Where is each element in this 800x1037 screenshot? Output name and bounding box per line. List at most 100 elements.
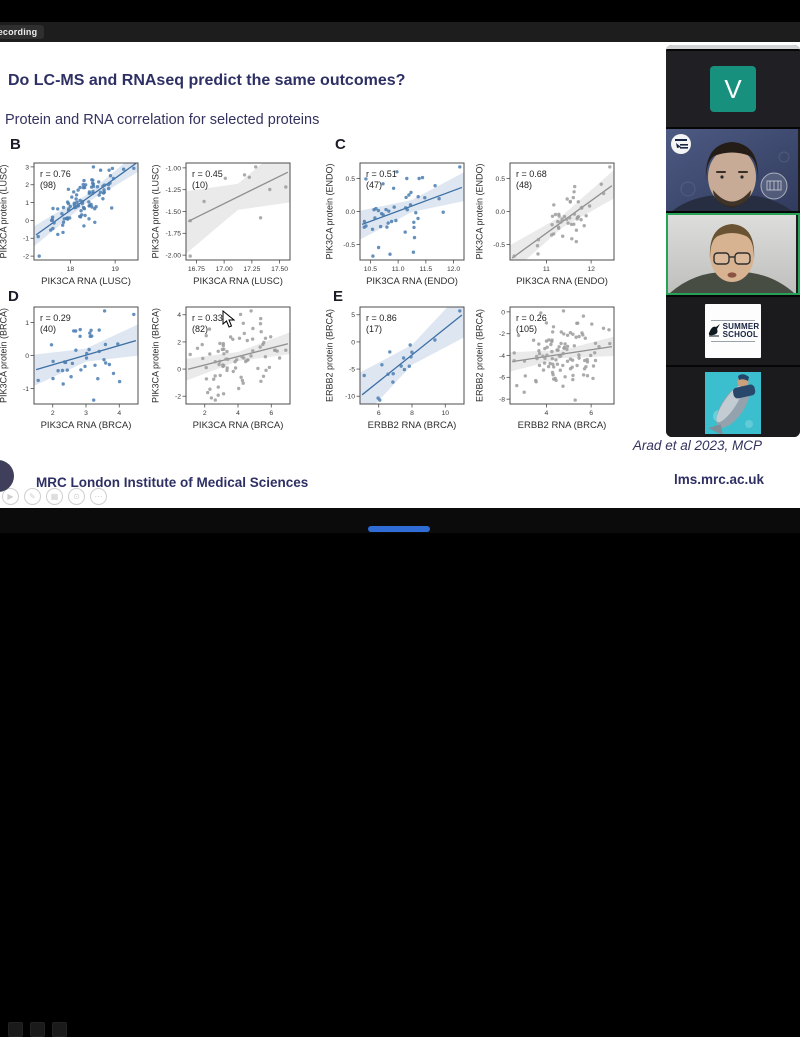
svg-text:-1.50: -1.50 (166, 209, 182, 216)
participant-tile-fish-photo[interactable] (666, 367, 800, 437)
taskbar-active-indicator[interactable] (368, 526, 430, 532)
svg-text:-0.5: -0.5 (493, 242, 505, 249)
svg-text:(40): (40) (40, 324, 56, 334)
scatter-plot-d-lcms: r = 0.29 (40) 2 3 4 1 0 -1 PIK3CA RNA (B… (0, 302, 146, 434)
svg-text:12: 12 (587, 266, 595, 273)
svg-text:17.25: 17.25 (243, 266, 260, 273)
panel-label-e: E (333, 288, 344, 305)
presenter-controls: ▶ ✎ ▦ ⊙ ⋯ (2, 488, 107, 505)
panel-label-b: B (10, 136, 21, 153)
svg-text:PIK3CA protein (LUSC): PIK3CA protein (LUSC) (0, 164, 9, 258)
svg-text:ERBB2 RNA (BRCA): ERBB2 RNA (BRCA) (518, 420, 607, 431)
svg-text:0: 0 (25, 353, 29, 360)
svg-text:r = 0.68: r = 0.68 (516, 169, 547, 179)
participant-tile-summer-school-logo[interactable]: SUMMER SCHOOL (666, 297, 800, 365)
svg-text:0: 0 (25, 218, 29, 225)
recording-indicator: Recording (0, 25, 45, 39)
svg-text:(98): (98) (40, 180, 56, 190)
slide-grid-icon[interactable]: ▦ (46, 488, 63, 505)
participant-video-frame (666, 129, 798, 211)
svg-text:6: 6 (269, 410, 273, 417)
svg-text:PIK3CA RNA (ENDO): PIK3CA RNA (ENDO) (516, 276, 608, 287)
svg-text:r = 0.51: r = 0.51 (366, 169, 397, 179)
svg-text:2: 2 (25, 182, 29, 189)
svg-text:2: 2 (51, 410, 55, 417)
recording-toolbar: Recording (0, 22, 800, 43)
svg-text:PIK3CA RNA (BRCA): PIK3CA RNA (BRCA) (41, 420, 132, 431)
svg-text:PIK3CA RNA (BRCA): PIK3CA RNA (BRCA) (193, 420, 284, 431)
participant-tile-active-speaker[interactable] (666, 213, 800, 295)
footer-website: lms.mrc.ac.uk (673, 472, 764, 487)
svg-text:-6: -6 (499, 375, 505, 382)
svg-text:r = 0.29: r = 0.29 (40, 313, 71, 323)
svg-text:3: 3 (25, 164, 29, 171)
taskbar-icon-3[interactable] (52, 1022, 67, 1037)
svg-text:PIK3CA protein (ENDO): PIK3CA protein (ENDO) (475, 163, 485, 259)
app-window: Recording Do LC-MS and RNAseq predict th… (0, 22, 800, 1037)
svg-text:-1: -1 (23, 386, 29, 393)
scatter-plot-d-rnaseq: r = 0.33 (82) 2 4 6 4 2 0 -2 PIK3CA RNA … (148, 302, 298, 434)
svg-text:4: 4 (236, 410, 240, 417)
logo-divider (711, 320, 755, 321)
svg-text:2: 2 (203, 410, 207, 417)
svg-text:10.5: 10.5 (364, 266, 377, 273)
participant-tile-bearded-man[interactable] (666, 129, 800, 211)
svg-text:-10: -10 (345, 394, 355, 401)
slide-title: Do LC-MS and RNAseq predict the same out… (8, 72, 406, 89)
svg-text:6: 6 (589, 410, 593, 417)
svg-text:3: 3 (84, 410, 88, 417)
svg-text:-0.5: -0.5 (343, 242, 355, 249)
svg-text:(82): (82) (192, 324, 208, 334)
taskbar-icon-1[interactable] (8, 1022, 23, 1037)
svg-text:0.0: 0.0 (496, 209, 506, 216)
scatter-plot-b-lcms: r = 0.76 (98) 18 19 3 2 1 0 -1 -2 PIK3CA… (0, 158, 146, 290)
svg-text:12.0: 12.0 (447, 266, 460, 273)
svg-text:11: 11 (543, 266, 550, 273)
logo-line-2: SCHOOL (722, 330, 759, 339)
svg-text:-2.00: -2.00 (166, 253, 182, 260)
participant-strip: V (666, 45, 800, 437)
summer-school-badge-icon (671, 134, 691, 154)
svg-text:-1.00: -1.00 (166, 165, 182, 172)
svg-text:-4: -4 (499, 353, 505, 360)
university-crest-watermark-icon (760, 172, 788, 200)
more-options-icon[interactable]: ⋯ (90, 488, 107, 505)
svg-text:18: 18 (67, 266, 75, 273)
svg-text:-8: -8 (499, 397, 505, 404)
pen-icon[interactable]: ✎ (24, 488, 41, 505)
svg-text:4: 4 (177, 312, 181, 319)
svg-text:0.5: 0.5 (496, 176, 506, 183)
footer-organisation: MRC London Institute of Medical Sciences (36, 475, 309, 490)
svg-text:4: 4 (545, 410, 549, 417)
svg-text:6: 6 (377, 410, 381, 417)
svg-text:PIK3CA protein (BRCA): PIK3CA protein (BRCA) (0, 308, 9, 403)
mrc-logo-icon (0, 460, 14, 492)
svg-text:PIK3CA protein (ENDO): PIK3CA protein (ENDO) (325, 163, 335, 259)
participant-tile-v[interactable]: V (666, 51, 800, 127)
active-speaker-video-frame (668, 215, 796, 293)
scatter-plot-c-rnaseq: r = 0.68 (48) 11 12 0.5 0.0 -0.5 PIK3CA … (472, 158, 622, 290)
svg-text:10: 10 (441, 410, 449, 417)
svg-text:0.5: 0.5 (346, 176, 356, 183)
svg-text:(48): (48) (516, 180, 532, 190)
svg-text:-1: -1 (23, 236, 29, 243)
scatter-plot-e-rnaseq: r = 0.26 (105) 4 6 0 -2 -4 -6 -8 ERBB2 R… (472, 302, 622, 434)
person-silhouette (672, 142, 792, 211)
svg-text:r = 0.76: r = 0.76 (40, 169, 71, 179)
strip-top-edge (666, 45, 800, 49)
svg-text:0: 0 (177, 366, 181, 373)
avatar-initial: V (710, 66, 756, 112)
svg-text:(47): (47) (366, 180, 382, 190)
svg-text:(17): (17) (366, 324, 382, 334)
summer-school-logo: SUMMER SCHOOL (705, 304, 761, 358)
magnifier-icon[interactable]: ⊙ (68, 488, 85, 505)
mouse-cursor (222, 310, 235, 328)
svg-text:16.75: 16.75 (188, 266, 205, 273)
play-icon[interactable]: ▶ (2, 488, 19, 505)
svg-text:1: 1 (25, 320, 29, 327)
svg-text:ERBB2 RNA (BRCA): ERBB2 RNA (BRCA) (368, 420, 457, 431)
svg-text:1: 1 (25, 200, 29, 207)
svg-text:-2: -2 (175, 394, 181, 401)
svg-text:-2: -2 (499, 331, 505, 338)
taskbar-icon-2[interactable] (30, 1022, 45, 1037)
